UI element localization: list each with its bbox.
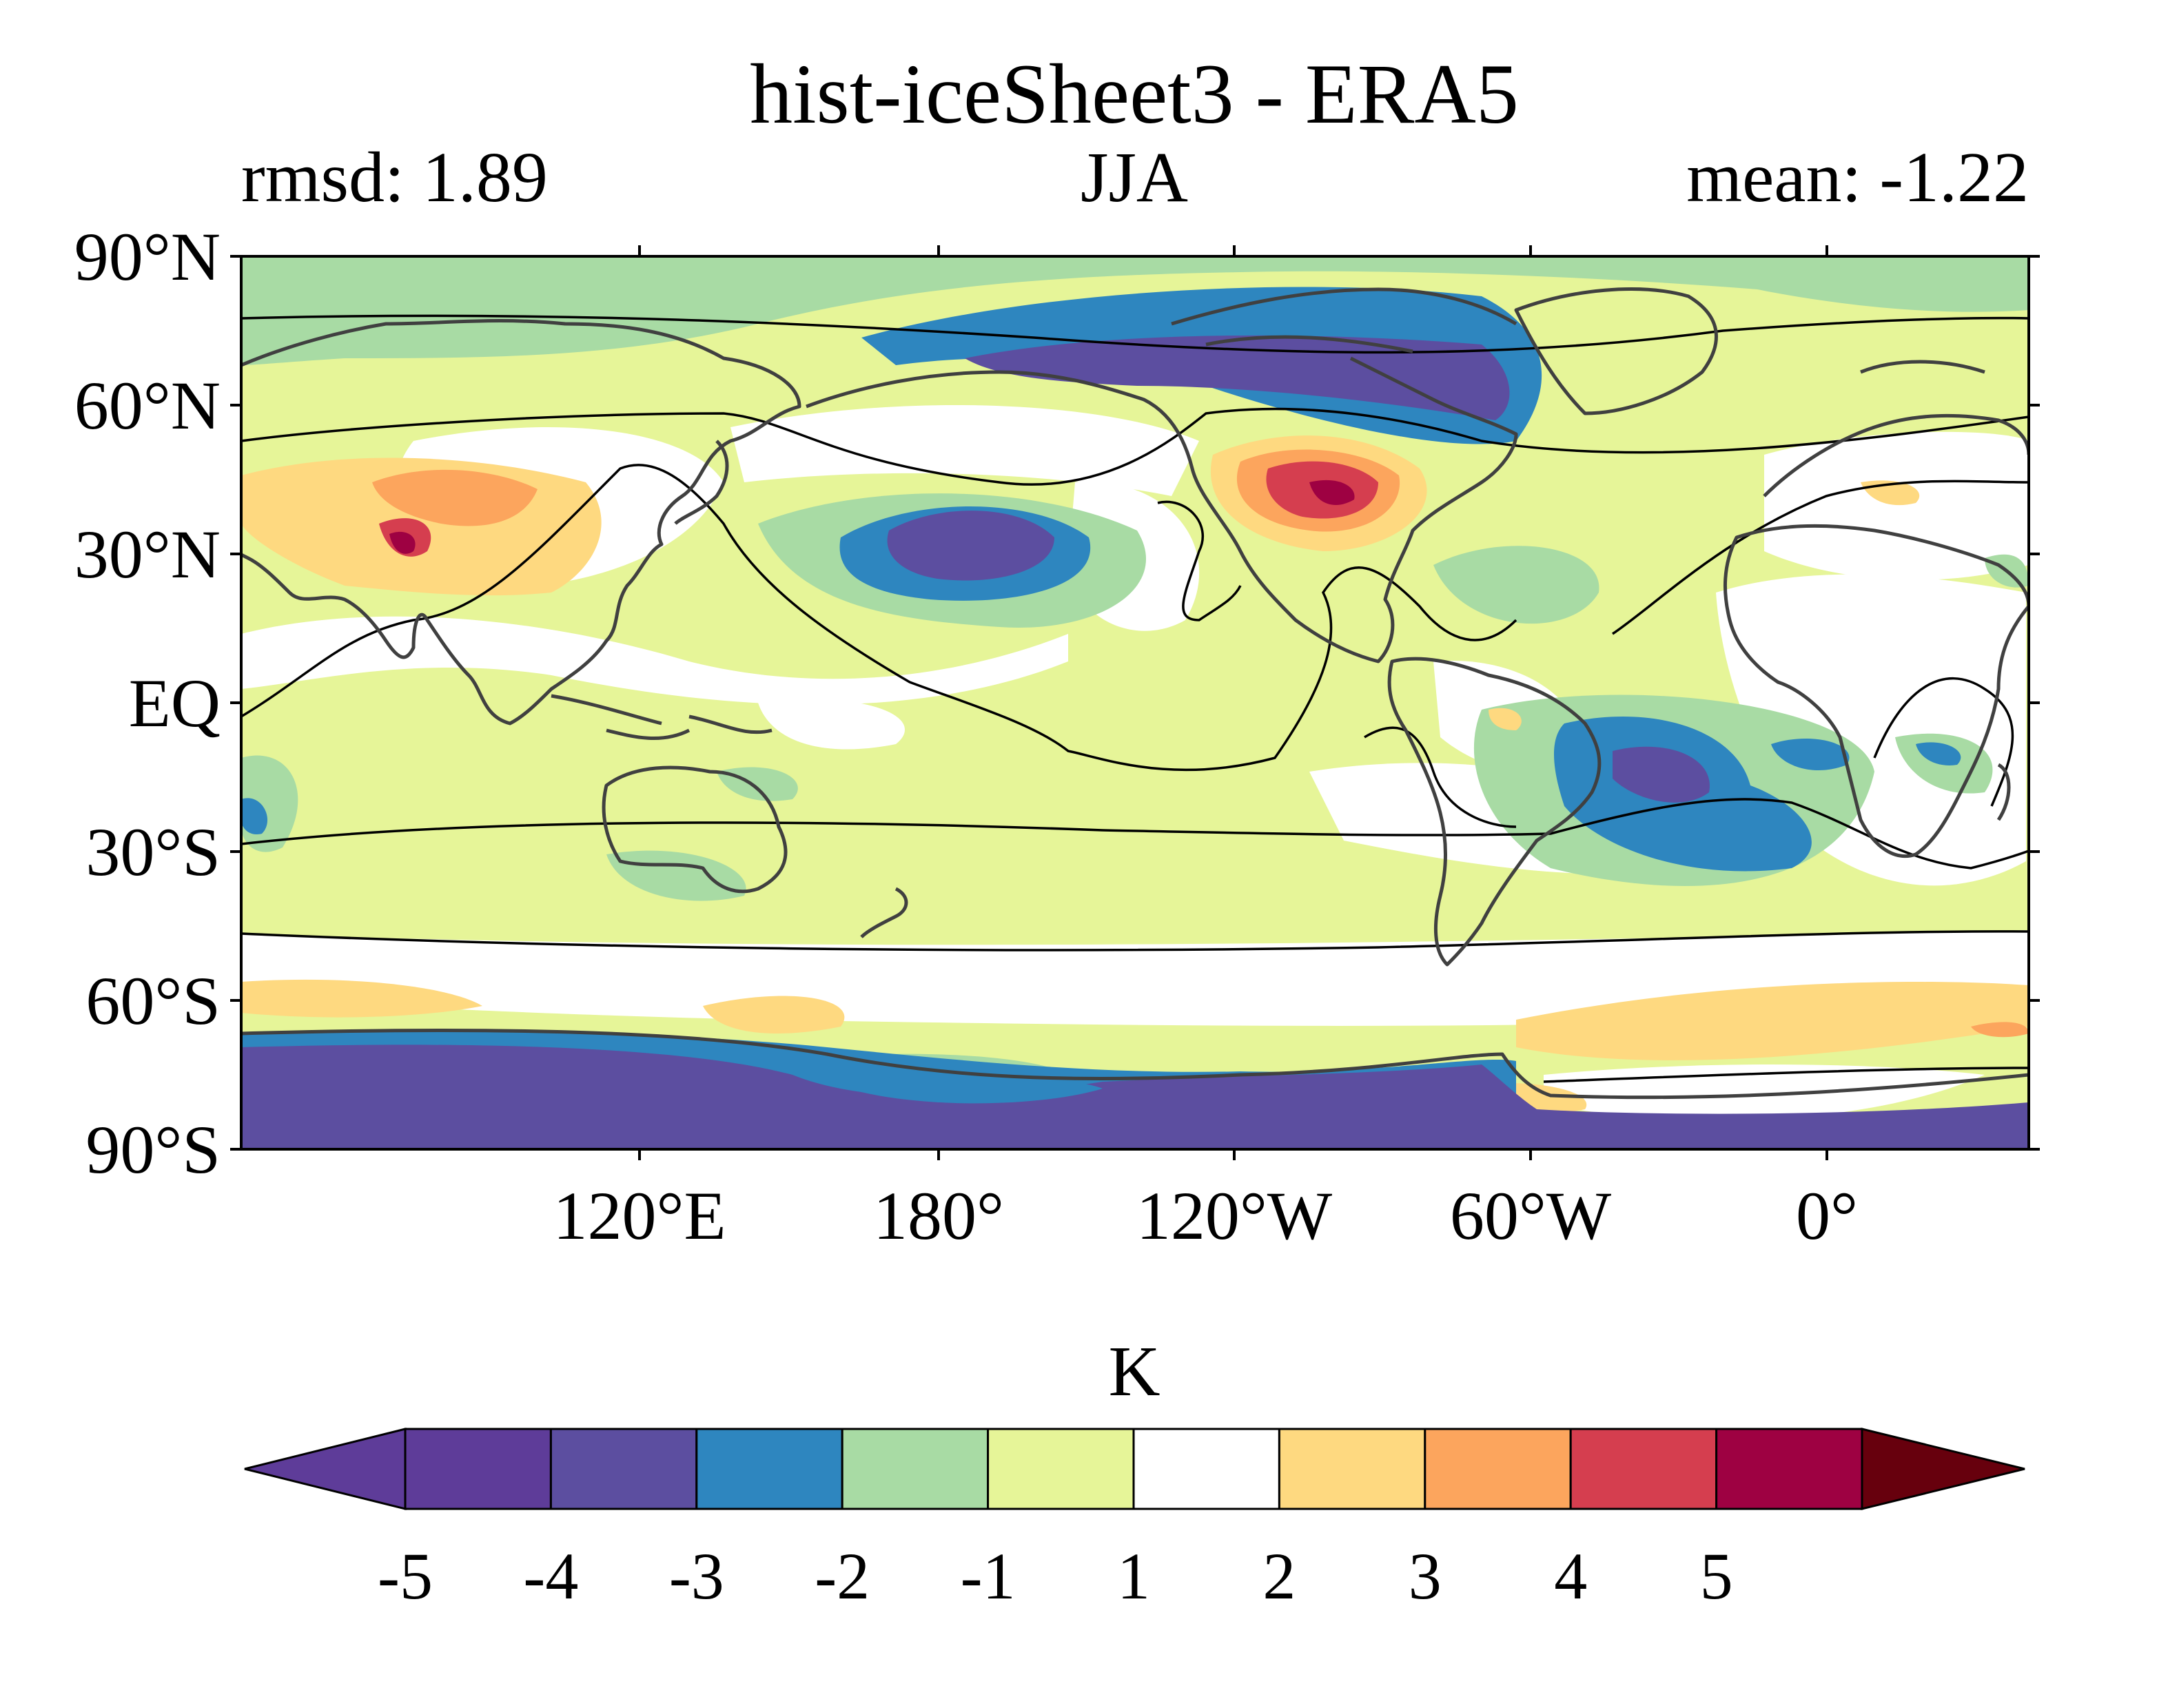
lat-tick-label: 90°N [74,218,221,295]
coast-australia [602,765,788,894]
colorbar-under-triangle [244,1428,407,1510]
colorbar-over-triangle [1861,1428,2025,1510]
colorbar-tick-label: 5 [1700,1539,1733,1613]
lat-tick-label: EQ [129,665,221,741]
lon-tick-label: 120°W [1136,1177,1333,1254]
rmsd-label: rmsd: 1.89 [241,138,548,217]
colorbar-tick-label: -5 [378,1539,433,1613]
lon-tick-label: 180° [873,1177,1004,1254]
colorbar-units: K [1108,1332,1160,1411]
colorbar-tick-label: 4 [1554,1539,1587,1613]
colorbar-tick-label: -2 [815,1539,870,1613]
colorbar-tick-label: 3 [1409,1539,1442,1613]
coast-antarctica [241,1028,2029,1100]
colorbar-segment [841,1428,990,1510]
season-label: JJA [1081,138,1188,217]
map-panel [241,256,2029,1149]
lat-tick-label: 60°S [85,963,221,1039]
colorbar-segment [1278,1428,1426,1510]
coastlines [241,287,2029,1100]
coast-japan [674,440,729,525]
lat-tick-label: 30°N [74,516,221,593]
antarctic-region [241,1031,2029,1149]
coast-north-america [806,356,1518,663]
colorbar-segment [695,1428,843,1510]
colorbar: -5 -4 -3 -2 -1 1 2 3 4 5 [244,1428,2025,1613]
colorbar-segment [987,1428,1135,1510]
colorbar-tick-label: -3 [669,1539,724,1613]
lon-tick-label: 60°W [1450,1177,1612,1254]
colorbar-tick-label: 1 [1117,1539,1150,1613]
lon-tick-label: 0° [1796,1177,1858,1254]
coast-south-america [1387,657,1602,967]
contour-lines [241,314,2029,1083]
coast-europe [1763,360,2029,497]
lat-tick-label: 60°N [74,367,221,444]
colorbar-tick-label: -1 [961,1539,1016,1613]
coast-greenland [1514,287,1718,415]
colorbar-segment [1569,1428,1718,1510]
latitude-axis: 90°N 60°N 30°N EQ 30°S 60°S 90°S [74,218,2040,1188]
colorbar-segment [1424,1428,1572,1510]
coast-africa [1723,524,2029,858]
coast-indonesia [551,694,773,741]
coast-canada-arctic [1171,287,1517,353]
lat-tick-label: 90°S [85,1111,221,1188]
minus-4-regions [887,335,1710,803]
figure-title: hist-iceSheet3 - ERA5 [750,47,1519,141]
coast-eurasia [241,319,801,726]
colorbar-segment [1132,1428,1280,1510]
colorbar-segment [549,1428,698,1510]
coast-madagascar [1996,763,2011,821]
colorbar-tick-label: 2 [1262,1539,1296,1613]
colorbar-tick-label: -4 [523,1539,578,1613]
coast-newzealand [860,887,908,938]
colorbar-segment [404,1428,552,1510]
lat-tick-label: 30°S [85,814,221,890]
longitude-axis: 120°E 180° 120°W 60°W 0° [553,245,1858,1254]
colorbar-segment [1715,1428,1863,1510]
lon-tick-label: 120°E [553,1177,726,1254]
mean-label: mean: -1.22 [1686,138,2029,217]
